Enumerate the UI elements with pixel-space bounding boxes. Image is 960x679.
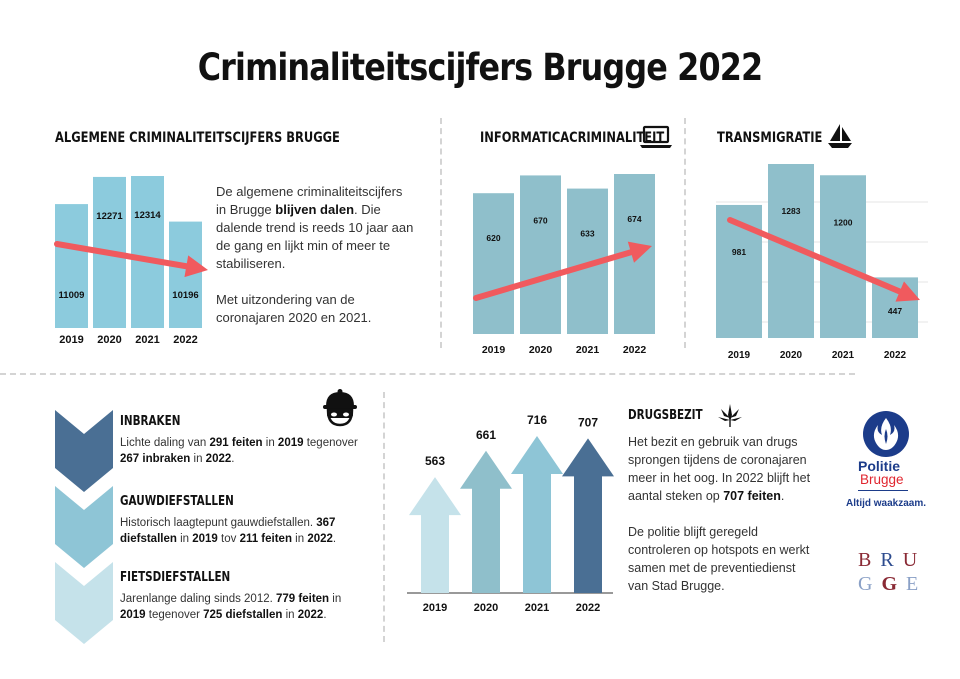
police-flame-logo xyxy=(863,411,909,457)
police-logo-line1: Politie xyxy=(858,458,901,474)
bar-2021 xyxy=(820,175,866,338)
informatica-title: INFORMATICACRIMINALITEIT xyxy=(480,130,665,146)
divider-vertical-2 xyxy=(684,118,686,348)
police-logo-line2: Brugge xyxy=(860,472,904,487)
year-label-2020: 2020 xyxy=(529,344,553,356)
value-label-2022: 707 xyxy=(578,415,598,429)
year-label-2020: 2020 xyxy=(780,350,803,361)
police-logo-underline xyxy=(858,490,908,491)
value-label-2020: 12271 xyxy=(96,211,123,222)
year-label-2022: 2022 xyxy=(576,602,600,614)
year-label-2021: 2021 xyxy=(525,602,549,614)
algemene-text: De algemene criminaliteitscijfers in Bru… xyxy=(216,183,416,327)
value-label-2019: 563 xyxy=(425,454,445,468)
gauwdiefstallen-title: GAUWDIEFSTALLEN xyxy=(120,494,234,509)
year-label-2020: 2020 xyxy=(474,602,498,614)
year-label-2021: 2021 xyxy=(135,334,159,346)
burglar-icon xyxy=(323,389,357,427)
divider-vertical-1 xyxy=(440,118,442,348)
sailboat-icon xyxy=(828,124,852,148)
chevron-stack xyxy=(55,410,113,644)
year-label-2019: 2019 xyxy=(423,602,447,614)
value-label-2019: 620 xyxy=(486,233,500,243)
value-label-2021: 12314 xyxy=(134,210,161,221)
gauwdiefstallen-text: Historisch laagtepunt gauwdiefstallen. 3… xyxy=(120,517,337,545)
value-label-2021: 633 xyxy=(580,229,594,239)
value-label-2022: 447 xyxy=(888,306,902,316)
arrow-bar-2022 xyxy=(562,438,614,593)
trend-arrow-down xyxy=(727,217,920,302)
year-label-2022: 2022 xyxy=(173,334,197,346)
value-label-2019: 981 xyxy=(732,247,746,257)
year-label-2021: 2021 xyxy=(832,350,855,361)
arrow-bar-2019 xyxy=(409,477,461,593)
drugsbezit-text: Het bezit en gebruik van drugs sprongen … xyxy=(628,433,818,595)
value-label-2022: 10196 xyxy=(172,290,198,301)
transmigratie-title: TRANSMIGRATIE xyxy=(717,130,823,146)
value-label-2021: 1200 xyxy=(834,217,853,227)
trend-arrow-down xyxy=(54,241,208,278)
bar-2021 xyxy=(131,176,164,328)
year-label-2019: 2019 xyxy=(59,334,83,346)
brugge-logo-row2: GGE xyxy=(858,573,928,595)
chevron-fietsdiefstallen xyxy=(55,562,113,644)
drugsbezit-title: DRUGSBEZIT xyxy=(628,408,703,423)
cannabis-leaf-icon xyxy=(718,404,742,427)
value-label-2020: 661 xyxy=(476,428,496,442)
value-label-2022: 674 xyxy=(627,214,641,224)
drugsbezit-text-p1: Het bezit en gebruik van drugs sprongen … xyxy=(628,435,811,503)
chevron-gauwdiefstallen xyxy=(55,486,113,568)
trend-arrow-up xyxy=(473,241,652,301)
police-tagline: Altijd waakzaam. xyxy=(846,498,927,509)
value-label-2019: 11009 xyxy=(59,290,85,301)
brugge-logo-row1: BRU xyxy=(858,549,927,571)
bar-2019 xyxy=(55,204,88,328)
bar-2019 xyxy=(473,193,514,334)
bar-2020 xyxy=(520,175,561,334)
chart-informatica: 620 2019 670 2020 633 2021 674 2022 xyxy=(473,174,655,356)
year-label-2019: 2019 xyxy=(728,350,751,361)
chart-transmigratie: 981 2019 1283 2020 1200 2021 447 2022 xyxy=(716,164,928,361)
year-label-2020: 2020 xyxy=(97,334,121,346)
fietsdiefstallen-title: FIETSDIEFSTALLEN xyxy=(120,570,231,585)
value-label-2020: 670 xyxy=(533,215,547,225)
brugge-logo: BRU GGE xyxy=(858,548,927,596)
value-label-2021: 716 xyxy=(527,413,547,427)
year-label-2022: 2022 xyxy=(623,344,647,356)
page-title: Criminaliteitscijfers Brugge 2022 xyxy=(197,46,763,89)
value-label-2020: 1283 xyxy=(782,206,801,216)
divider-vertical-3 xyxy=(383,392,385,642)
divider-horizontal xyxy=(0,373,855,375)
chevron-inbraken xyxy=(55,410,113,492)
year-label-2021: 2021 xyxy=(576,344,600,356)
inbraken-text: Lichte daling van 291 feiten in 2019 teg… xyxy=(120,437,358,465)
drugsbezit-text-p2: De politie blijft geregeld controleren o… xyxy=(628,525,810,593)
arrow-bar-2021 xyxy=(511,436,563,593)
algemene-title: ALGEMENE CRIMINALITEITSCIJFERS BRUGGE xyxy=(55,130,340,146)
chart-drugsbezit: 563 2019 661 2020 716 2021 707 2022 xyxy=(407,413,614,614)
fietsdiefstallen-text: Jarenlange daling sinds 2012. 779 feiten… xyxy=(120,593,342,621)
algemene-text-p2: Met uitzondering van de coronajaren 2020… xyxy=(216,292,372,325)
chart-algemene: 11009 2019 12271 2020 12314 2021 10196 2022 xyxy=(54,176,208,346)
year-label-2022: 2022 xyxy=(884,350,907,361)
year-label-2019: 2019 xyxy=(482,344,506,356)
algemene-text-p1: De algemene criminaliteitscijfers in Bru… xyxy=(216,184,414,271)
arrow-bar-2020 xyxy=(460,450,512,593)
laptop-icon xyxy=(640,125,672,148)
inbraken-title: INBRAKEN xyxy=(120,414,181,429)
